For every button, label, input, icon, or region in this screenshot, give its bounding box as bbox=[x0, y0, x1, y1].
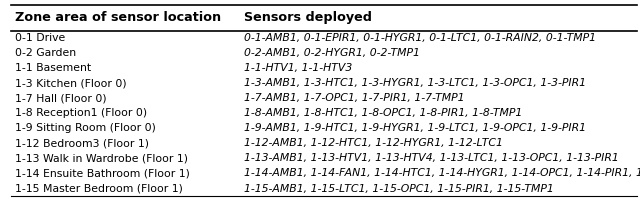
Text: 1-12 Bedroom3 (Floor 1): 1-12 Bedroom3 (Floor 1) bbox=[15, 139, 148, 148]
Text: 1-13-AMB1, 1-13-HTV1, 1-13-HTV4, 1-13-LTC1, 1-13-OPC1, 1-13-PIR1: 1-13-AMB1, 1-13-HTV1, 1-13-HTV4, 1-13-LT… bbox=[244, 153, 619, 163]
Text: 1-9-AMB1, 1-9-HTC1, 1-9-HYGR1, 1-9-LTC1, 1-9-OPC1, 1-9-PIR1: 1-9-AMB1, 1-9-HTC1, 1-9-HYGR1, 1-9-LTC1,… bbox=[244, 123, 586, 134]
Text: 1-9 Sitting Room (Floor 0): 1-9 Sitting Room (Floor 0) bbox=[15, 123, 156, 134]
Text: 0-1 Drive: 0-1 Drive bbox=[15, 33, 65, 43]
Text: 0-1-AMB1, 0-1-EPIR1, 0-1-HYGR1, 0-1-LTC1, 0-1-RAIN2, 0-1-TMP1: 0-1-AMB1, 0-1-EPIR1, 0-1-HYGR1, 0-1-LTC1… bbox=[244, 33, 596, 43]
Text: 1-15-AMB1, 1-15-LTC1, 1-15-OPC1, 1-15-PIR1, 1-15-TMP1: 1-15-AMB1, 1-15-LTC1, 1-15-OPC1, 1-15-PI… bbox=[244, 183, 554, 193]
Text: Sensors deployed: Sensors deployed bbox=[244, 11, 372, 24]
Text: 1-3 Kitchen (Floor 0): 1-3 Kitchen (Floor 0) bbox=[15, 78, 126, 88]
Text: 1-3-AMB1, 1-3-HTC1, 1-3-HYGR1, 1-3-LTC1, 1-3-OPC1, 1-3-PIR1: 1-3-AMB1, 1-3-HTC1, 1-3-HYGR1, 1-3-LTC1,… bbox=[244, 78, 586, 88]
Text: 1-13 Walk in Wardrobe (Floor 1): 1-13 Walk in Wardrobe (Floor 1) bbox=[15, 153, 188, 163]
Text: 1-14 Ensuite Bathroom (Floor 1): 1-14 Ensuite Bathroom (Floor 1) bbox=[15, 169, 189, 179]
Text: 0-2-AMB1, 0-2-HYGR1, 0-2-TMP1: 0-2-AMB1, 0-2-HYGR1, 0-2-TMP1 bbox=[244, 48, 420, 58]
Text: 1-15 Master Bedroom (Floor 1): 1-15 Master Bedroom (Floor 1) bbox=[15, 183, 182, 193]
Text: 1-12-AMB1, 1-12-HTC1, 1-12-HYGR1, 1-12-LTC1: 1-12-AMB1, 1-12-HTC1, 1-12-HYGR1, 1-12-L… bbox=[244, 139, 502, 148]
Text: 1-14-AMB1, 1-14-FAN1, 1-14-HTC1, 1-14-HYGR1, 1-14-OPC1, 1-14-PIR1, 1-14-TMP1: 1-14-AMB1, 1-14-FAN1, 1-14-HTC1, 1-14-HY… bbox=[244, 169, 640, 179]
Text: 1-7 Hall (Floor 0): 1-7 Hall (Floor 0) bbox=[15, 93, 106, 103]
Text: 1-1 Basement: 1-1 Basement bbox=[15, 63, 91, 73]
Text: 1-1-HTV1, 1-1-HTV3: 1-1-HTV1, 1-1-HTV3 bbox=[244, 63, 352, 73]
Text: 0-2 Garden: 0-2 Garden bbox=[15, 48, 76, 58]
Text: 1-7-AMB1, 1-7-OPC1, 1-7-PIR1, 1-7-TMP1: 1-7-AMB1, 1-7-OPC1, 1-7-PIR1, 1-7-TMP1 bbox=[244, 93, 465, 103]
Text: 1-8 Reception1 (Floor 0): 1-8 Reception1 (Floor 0) bbox=[15, 108, 147, 118]
Text: 1-8-AMB1, 1-8-HTC1, 1-8-OPC1, 1-8-PIR1, 1-8-TMP1: 1-8-AMB1, 1-8-HTC1, 1-8-OPC1, 1-8-PIR1, … bbox=[244, 108, 522, 118]
Text: Zone area of sensor location: Zone area of sensor location bbox=[15, 11, 221, 24]
